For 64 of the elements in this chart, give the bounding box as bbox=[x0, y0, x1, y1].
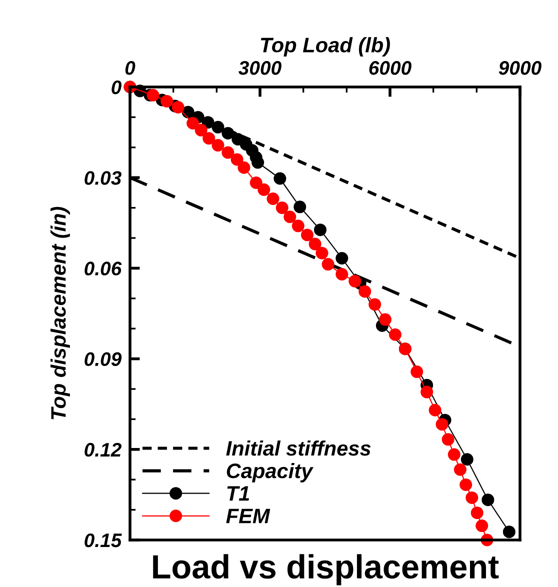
point bbox=[222, 126, 234, 140]
y-tick-label: 0 bbox=[112, 80, 122, 94]
point bbox=[470, 506, 484, 520]
point bbox=[274, 172, 286, 185]
point bbox=[258, 183, 270, 196]
point bbox=[194, 124, 208, 136]
point bbox=[316, 246, 328, 260]
point bbox=[368, 298, 382, 311]
point bbox=[476, 520, 488, 532]
point bbox=[230, 153, 244, 166]
point bbox=[454, 463, 466, 476]
text: Load vs displacement bbox=[153, 554, 499, 586]
point bbox=[212, 120, 224, 134]
point bbox=[388, 328, 402, 341]
point bbox=[436, 418, 448, 431]
point bbox=[284, 210, 296, 224]
point bbox=[448, 448, 460, 461]
y-axis-title: Top displacement (in) bbox=[50, 206, 70, 420]
point bbox=[378, 313, 392, 326]
legend-label: FEM bbox=[226, 508, 270, 524]
point bbox=[300, 228, 314, 242]
point bbox=[294, 200, 306, 214]
point bbox=[186, 116, 200, 130]
point bbox=[202, 132, 216, 145]
legend-label: Capacity bbox=[226, 462, 314, 482]
y-tick-label: 0.09 bbox=[84, 352, 122, 366]
point bbox=[442, 433, 454, 446]
x-tick-label: 0 bbox=[125, 61, 136, 75]
y-tick-label: 0.12 bbox=[84, 442, 122, 457]
x-tick-label: 6000 bbox=[369, 61, 412, 75]
point bbox=[250, 176, 262, 189]
point bbox=[308, 238, 322, 250]
legend-label: Initial stiffness bbox=[226, 440, 371, 456]
point bbox=[292, 220, 304, 232]
point bbox=[460, 478, 472, 491]
point bbox=[460, 453, 474, 466]
x-axis-title: Top Load (lb) bbox=[260, 37, 390, 57]
point bbox=[466, 491, 478, 504]
point bbox=[172, 100, 184, 114]
point bbox=[314, 224, 326, 236]
legend-label: T1 bbox=[227, 486, 250, 501]
point bbox=[266, 192, 280, 205]
x-tick-label: 3000 bbox=[238, 61, 282, 75]
point bbox=[238, 161, 250, 174]
point bbox=[358, 285, 372, 298]
point bbox=[482, 494, 494, 506]
point bbox=[322, 258, 334, 271]
point bbox=[336, 268, 348, 280]
x-tick-label: 9000 bbox=[498, 61, 542, 75]
point bbox=[428, 404, 442, 416]
point bbox=[212, 139, 224, 152]
point bbox=[146, 88, 160, 102]
point bbox=[276, 202, 288, 214]
point bbox=[502, 526, 516, 538]
y-tick-label: 0.06 bbox=[84, 262, 122, 276]
point bbox=[410, 366, 424, 378]
point bbox=[232, 132, 244, 146]
y-tick-label: 0.15 bbox=[84, 533, 122, 548]
point bbox=[348, 274, 362, 288]
point bbox=[160, 94, 174, 108]
point bbox=[420, 386, 434, 398]
y-tick-label: 0.03 bbox=[84, 171, 122, 185]
point bbox=[336, 252, 348, 264]
point bbox=[222, 146, 234, 159]
